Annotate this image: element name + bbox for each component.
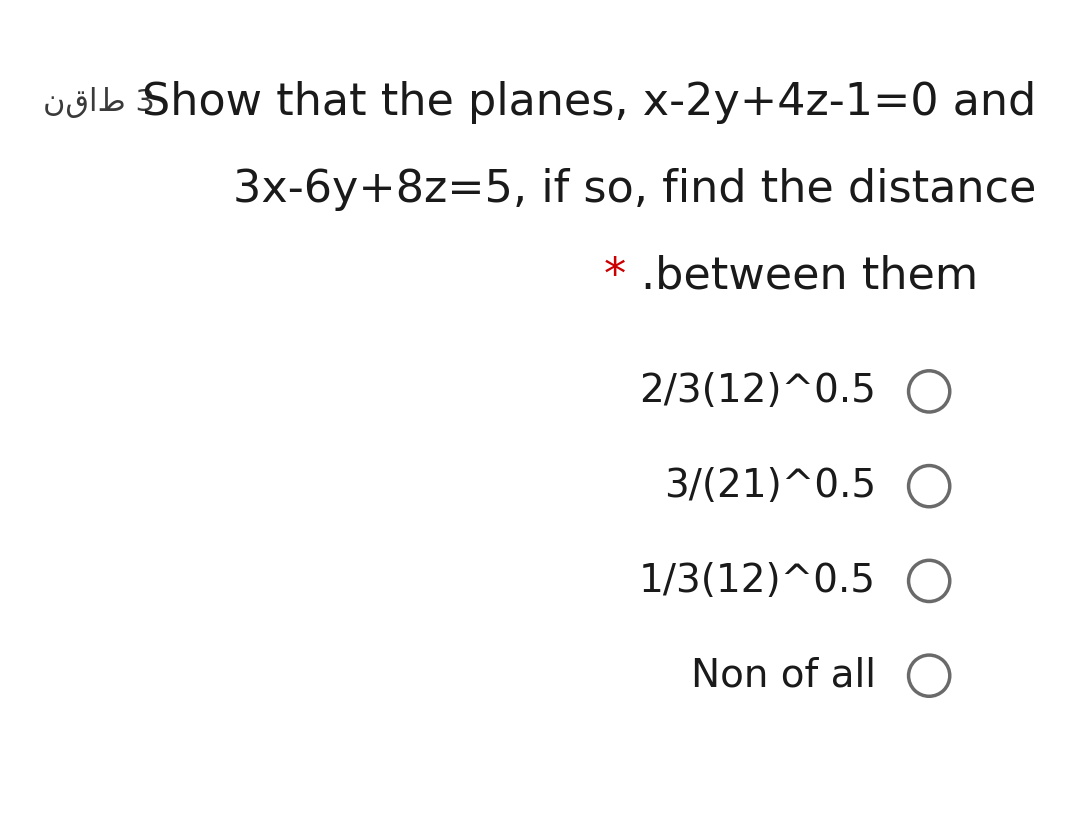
Text: 1/3(12)^0.5: 1/3(12)^0.5 [639,562,876,600]
Text: .between them: .between them [641,255,978,297]
Text: 2/3(12)^0.5: 2/3(12)^0.5 [639,372,876,410]
Text: 3/(21)^0.5: 3/(21)^0.5 [663,467,876,505]
Text: Show that the planes, x-2y+4z-1=0 and: Show that the planes, x-2y+4z-1=0 and [142,82,1036,124]
Text: *: * [603,255,626,297]
Text: نقاط 3: نقاط 3 [43,87,155,119]
Text: 3x-6y+8z=5, if so, find the distance: 3x-6y+8z=5, if so, find the distance [233,168,1036,211]
Text: Non of all: Non of all [691,657,876,695]
